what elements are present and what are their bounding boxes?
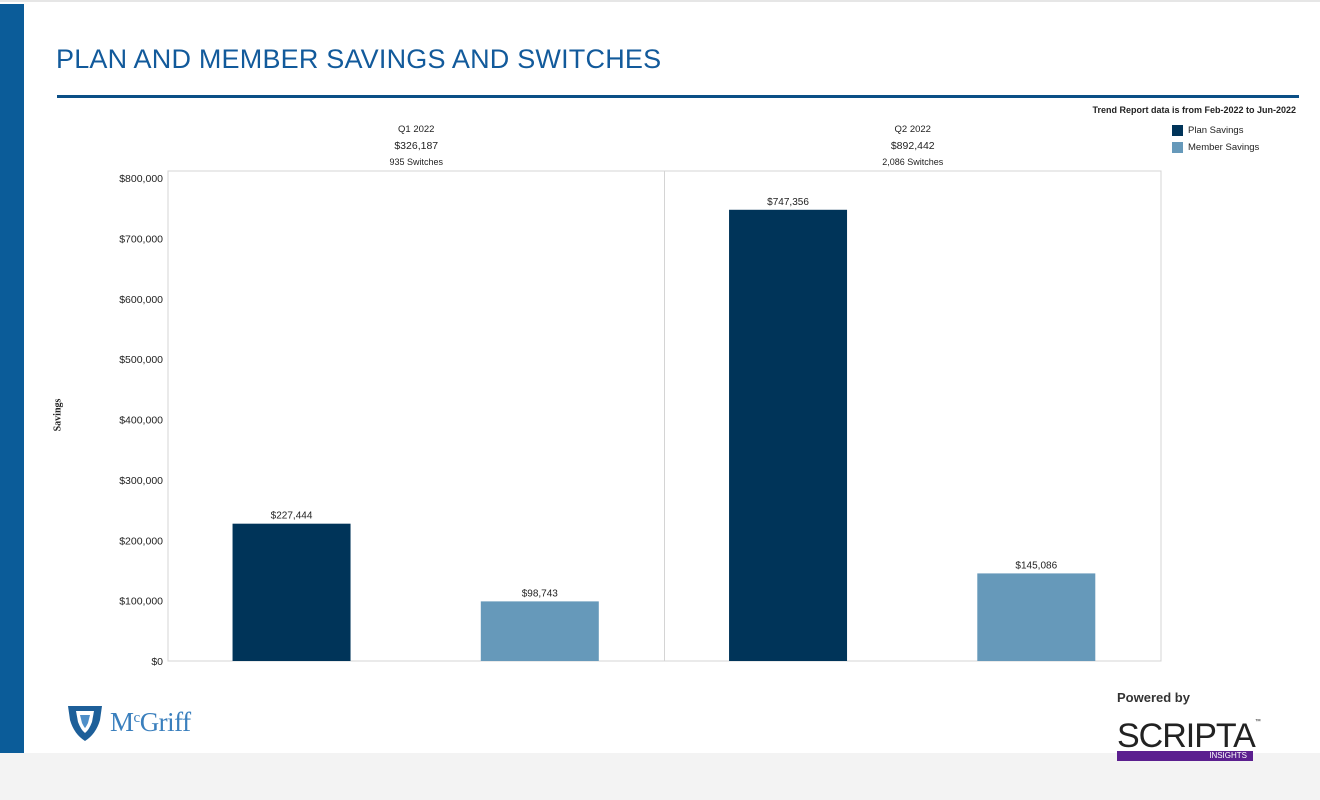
top-rule (0, 0, 1320, 2)
legend-item-member-savings: Member Savings (1172, 139, 1259, 156)
panel-total-label: $326,187 (394, 140, 438, 152)
scripta-logo: Powered by SCRIPTA™ INSIGHTS (1117, 690, 1261, 761)
panel-total-label: $892,442 (891, 140, 935, 152)
legend-swatch-member-savings (1172, 142, 1183, 153)
legend-item-plan-savings: Plan Savings (1172, 122, 1259, 139)
title-divider (57, 95, 1299, 98)
scripta-wordmark: SCRIPTA™ (1117, 717, 1261, 755)
legend-swatch-plan-savings (1172, 125, 1183, 136)
y-tick-label: $800,000 (119, 173, 163, 185)
panel-category-label: Q2 2022 (895, 124, 931, 135)
scripta-insights-bar: INSIGHTS (1117, 751, 1253, 761)
y-tick-label: $500,000 (119, 354, 163, 366)
legend-label-plan-savings: Plan Savings (1188, 125, 1244, 136)
savings-bar-chart: $0 $100,000 $200,000 $300,000 $400,000 $500,0… (119, 124, 1162, 668)
y-tick-label: $100,000 (119, 596, 163, 608)
panel-switches-label: 935 Switches (389, 157, 443, 167)
report-slide: PLAN AND MEMBER SAVINGS AND SWITCHES Tre… (0, 0, 1320, 761)
bar-data-label: $145,086 (1015, 560, 1057, 571)
left-accent-band (0, 4, 24, 753)
panel-category-label: Q1 2022 (398, 124, 434, 135)
bar-member-savings (977, 573, 1096, 661)
mcgriff-wordmark: McGriff (110, 706, 191, 737)
y-tick-label: $400,000 (119, 415, 163, 427)
page-title: PLAN AND MEMBER SAVINGS AND SWITCHES (56, 44, 662, 74)
legend-label-member-savings: Member Savings (1188, 142, 1260, 153)
y-tick-label: $200,000 (119, 535, 163, 547)
bar-data-label: $227,444 (271, 511, 313, 522)
bar-member-savings (480, 601, 599, 661)
y-tick-label: $300,000 (119, 475, 163, 487)
trend-note: Trend Report data is from Feb-2022 to Ju… (1092, 105, 1296, 115)
y-tick-label: $0 (151, 656, 163, 668)
panel-switches-label: 2,086 Switches (882, 157, 944, 167)
chart-legend: Plan Savings Member Savings (1172, 122, 1259, 156)
mcgriff-logo: McGriff (66, 702, 191, 742)
bar-plan-savings (232, 523, 351, 661)
bar-data-label: $747,356 (767, 197, 809, 208)
bar-data-label: $98,743 (522, 588, 559, 599)
y-tick-label: $700,000 (119, 233, 163, 245)
powered-by-text: Powered by (1117, 690, 1190, 705)
bar-plan-savings (729, 209, 848, 661)
y-tick-label: $600,000 (119, 294, 163, 306)
mcgriff-shield-icon (68, 706, 102, 741)
